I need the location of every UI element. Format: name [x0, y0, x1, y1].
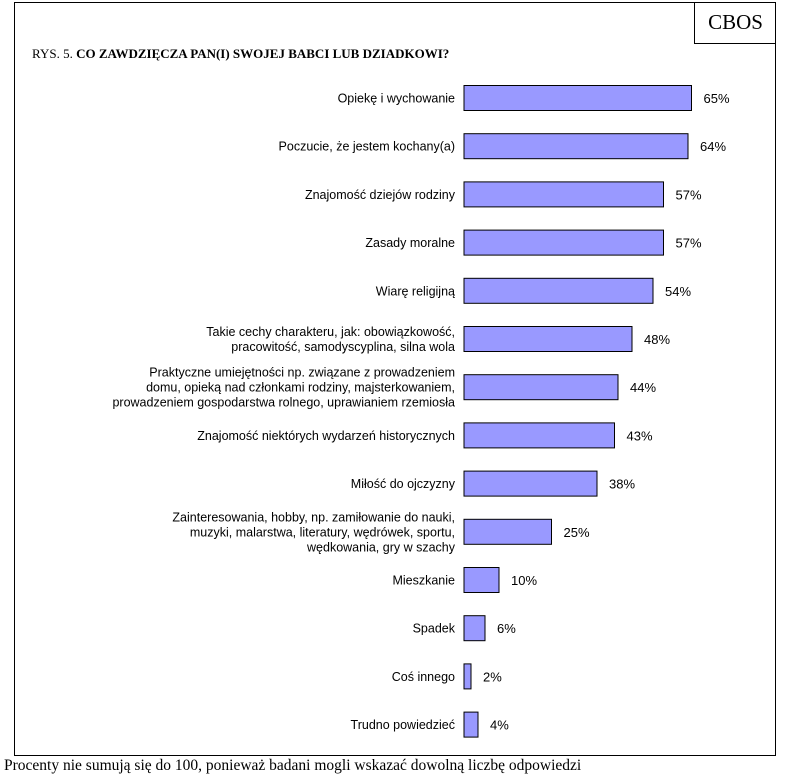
bar	[463, 181, 664, 208]
bar	[463, 133, 689, 160]
bar	[463, 711, 479, 738]
chart-frame	[14, 2, 776, 756]
bar	[463, 374, 619, 401]
value-label: 65%	[704, 91, 730, 106]
cbos-logo: CBOS	[694, 2, 776, 44]
value-label: 10%	[511, 573, 537, 588]
category-label: Mieszkanie	[392, 574, 455, 588]
category-label: muzyki, malarstwa, literatury, wędrówek,…	[190, 525, 455, 539]
value-label: 2%	[483, 669, 502, 684]
value-label: 48%	[644, 332, 670, 347]
footnote: Procenty nie sumują się do 100, ponieważ…	[4, 757, 582, 774]
category-label: wędkowania, gry w szachy	[306, 540, 456, 554]
value-label: 64%	[700, 139, 726, 154]
value-label: 38%	[609, 477, 635, 492]
category-label: Znajomość dziejów rodziny	[305, 188, 456, 202]
figure-question: CO ZAWDZIĘCZA PAN(I) SWOJEJ BABCI LUB DZ…	[76, 46, 450, 61]
category-label: prowadzeniem gospodarstwa rolnego, upraw…	[112, 396, 455, 410]
value-label: 43%	[627, 428, 653, 443]
bar	[463, 422, 615, 449]
value-label: 4%	[490, 718, 509, 733]
bar	[463, 277, 654, 304]
bar	[463, 229, 664, 256]
figure-title: RYS. 5. CO ZAWDZIĘCZA PAN(I) SWOJEJ BABC…	[32, 46, 449, 62]
category-label: Opiekę i wychowanie	[338, 92, 455, 106]
category-label: Spadek	[413, 622, 456, 636]
bar	[463, 470, 598, 497]
bar	[463, 518, 552, 545]
category-label: Trudno powiedzieć	[351, 718, 455, 732]
category-label: Poczucie, że jestem kochany(a)	[279, 140, 455, 154]
bar	[463, 85, 692, 111]
value-label: 54%	[665, 284, 691, 299]
category-label: Takie cechy charakteru, jak: obowiązkowo…	[206, 325, 455, 339]
value-label: 44%	[630, 380, 656, 395]
value-label: 6%	[497, 621, 516, 636]
category-label: domu, opieką nad członkami rodziny, majs…	[146, 381, 455, 395]
category-label: Zainteresowania, hobby, np. zamiłowanie …	[172, 510, 455, 524]
category-label: Znajomość niektórych wydarzeń historyczn…	[197, 429, 455, 443]
bar	[463, 567, 500, 593]
value-label: 25%	[564, 525, 590, 540]
category-label: pracowitość, samodyscyplina, silna wola	[231, 340, 455, 354]
value-label: 57%	[676, 236, 702, 251]
bar	[463, 663, 472, 690]
category-label: Praktyczne umiejętności np. związane z p…	[149, 366, 455, 380]
value-label: 57%	[676, 187, 702, 202]
bar	[463, 615, 486, 642]
category-label: Zasady moralne	[365, 236, 455, 250]
category-label: Coś innego	[392, 670, 455, 684]
bar	[463, 326, 633, 352]
figure-prefix: RYS. 5.	[32, 46, 73, 61]
category-label: Wiarę religijną	[376, 284, 455, 298]
category-label: Miłość do ojczyzny	[351, 477, 456, 491]
